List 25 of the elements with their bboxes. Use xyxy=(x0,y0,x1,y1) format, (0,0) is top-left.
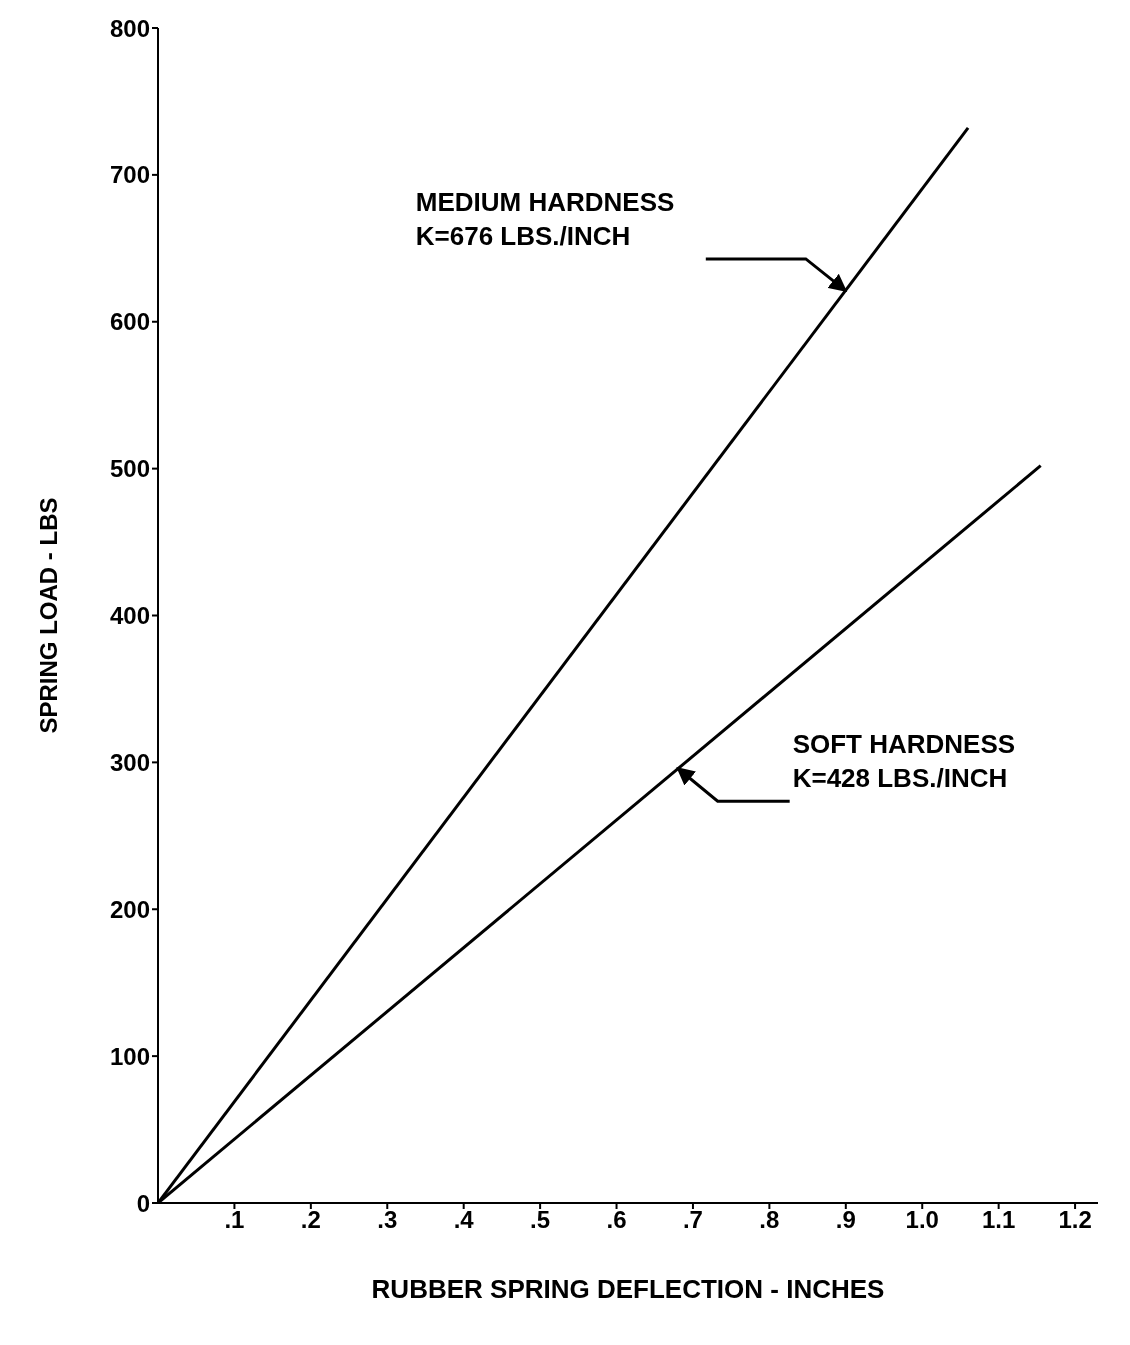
x-tick-label: 1.0 xyxy=(905,1206,939,1234)
x-tick-label: .8 xyxy=(759,1206,780,1234)
x-axis-title: RUBBER SPRING DEFLECTION - INCHES xyxy=(371,1274,885,1304)
x-tick-label: .9 xyxy=(835,1206,856,1234)
y-tick-label: 600 xyxy=(109,308,150,336)
y-tick-label: 400 xyxy=(109,602,150,630)
x-tick-label: .3 xyxy=(377,1206,398,1234)
x-tick-label: .1 xyxy=(224,1206,245,1234)
annotation: MEDIUM HARDNESS K=676 LBS./INCH xyxy=(415,186,675,251)
x-tick-label: .2 xyxy=(300,1206,321,1234)
annotation: SOFT HARDNESS K=428 LBS./INCH xyxy=(792,729,1016,794)
y-tick-label: 800 xyxy=(109,14,150,42)
y-tick-label: 300 xyxy=(109,748,150,776)
y-axis-title: SPRING LOAD - LBS xyxy=(34,497,62,734)
x-tick-label: .5 xyxy=(530,1206,551,1234)
x-tick-label: 1.2 xyxy=(1058,1206,1092,1234)
x-tick-label: .6 xyxy=(606,1206,627,1234)
y-tick-label: 700 xyxy=(109,161,150,189)
y-tick-label: 0 xyxy=(136,1189,150,1217)
x-tick-label: 1.1 xyxy=(981,1206,1016,1234)
y-tick-label: 100 xyxy=(109,1042,150,1070)
x-tick-label: .7 xyxy=(682,1206,703,1234)
y-tick-label: 500 xyxy=(109,455,150,483)
x-tick-label: .4 xyxy=(453,1206,475,1234)
y-tick-label: 200 xyxy=(109,895,150,923)
